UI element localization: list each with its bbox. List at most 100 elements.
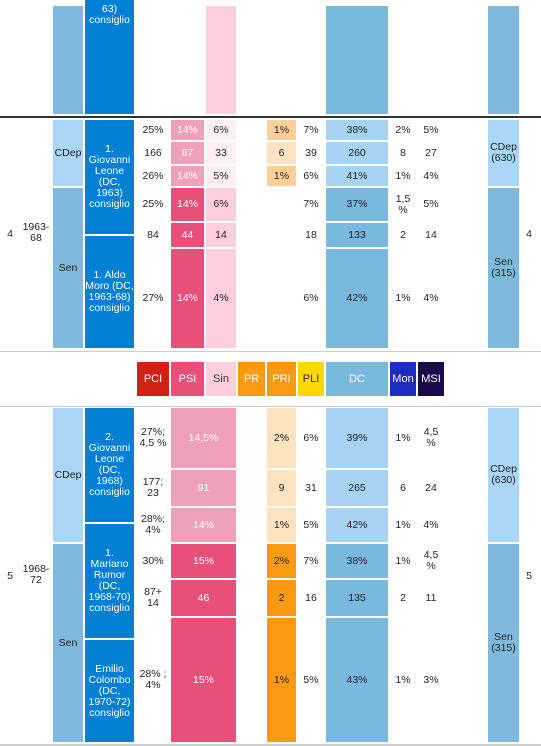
leg4-r2-mon: 1% xyxy=(395,169,411,182)
leg4-r3-sin: 6% xyxy=(206,188,236,221)
leg4-sen-label: Sen xyxy=(53,188,83,348)
leg4-r3-mon: 1,5 % xyxy=(395,192,411,216)
leg5-sen-right: Sen (315) xyxy=(488,544,519,742)
leg5-r0-psi: 14,5% xyxy=(171,408,236,468)
header-pri: PRI xyxy=(267,362,296,396)
leg5-r3-dc: 38% xyxy=(326,544,388,578)
leg4-r3-dc: 37% xyxy=(326,188,388,221)
leg4-r4-msi: 14 xyxy=(425,228,437,241)
leg4-r2-pci: 26% xyxy=(142,169,164,182)
leg5-gov-colombo: Emilio Colombo (DC, 1970-72) consiglio xyxy=(85,640,134,742)
leg5-sen-label: Sen xyxy=(53,544,83,742)
leg4-r3-pli: 7% xyxy=(303,198,319,210)
leg4-years: 1963-68 xyxy=(22,221,50,244)
leg4-r4-mon: 2 xyxy=(400,228,406,241)
header-dc: DC xyxy=(326,362,388,396)
leg4-r2-psi: 14% xyxy=(171,166,204,186)
leg5-r1-dc: 265 xyxy=(326,470,388,506)
leg4-r1-pli: 39 xyxy=(305,146,317,159)
leg4-r4-psi: 44 xyxy=(171,223,204,247)
leg5-r5-dc: 43% xyxy=(326,618,388,742)
leg4-r0-psi: 14% xyxy=(171,120,204,140)
leg4-gov-moro: 1. Aldo Moro (DC, 1963-68) consiglio xyxy=(85,236,134,348)
section-divider xyxy=(0,406,541,407)
leg4-r2-sin: 5% xyxy=(206,166,236,186)
leg5-r1-pci: 177; 23 xyxy=(142,476,164,499)
leg5-r3-msi: 4,5 % xyxy=(423,549,439,572)
leg4-r5-dc: 42% xyxy=(326,249,388,348)
leg5-years: 1968-72 xyxy=(22,563,50,586)
top-government-text: 63) consiglio xyxy=(89,3,130,26)
leg4-r1-sin: 33 xyxy=(206,142,236,164)
leg4-number-right: 4 xyxy=(526,227,532,240)
leg4-r1-psi: 87 xyxy=(171,142,204,164)
leg5-r2-msi: 4% xyxy=(423,518,439,531)
leg5-r4-msi: 11 xyxy=(425,591,437,604)
leg5-r0-pli: 6% xyxy=(303,431,319,444)
leg4-r1-dc: 260 xyxy=(326,142,388,164)
leg4-r3-pci: 25% xyxy=(142,198,164,210)
leg4-cdep-label: CDep xyxy=(53,120,83,186)
header-pli: PLI xyxy=(298,362,324,396)
leg5-r1-pri: 9 xyxy=(267,470,296,506)
leg4-r2-msi: 4% xyxy=(423,169,439,182)
leg5-r2-pri: 1% xyxy=(267,508,296,542)
leg4-r4-pci: 84 xyxy=(147,228,159,241)
leg4-sen-right: Sen (315) xyxy=(488,188,519,348)
leg4-r3-psi: 14% xyxy=(171,188,204,221)
top-government-cell: 63) consiglio xyxy=(85,0,134,114)
leg5-r5-pri: 1% xyxy=(267,618,296,742)
leg4-r5-sin: 4% xyxy=(206,249,236,348)
leg4-r0-mon: 2% xyxy=(395,123,411,136)
leg5-r1-psi: 91 xyxy=(171,470,236,506)
leg4-r4-sin: 14 xyxy=(206,223,236,247)
section-divider xyxy=(0,351,541,352)
leg5-r5-pli: 5% xyxy=(303,673,319,686)
leg4-r5-pli: 6% xyxy=(303,292,319,304)
top-cdep-bar xyxy=(53,6,83,114)
leg4-r0-dc: 38% xyxy=(326,120,388,140)
header-pr: PR xyxy=(238,362,265,396)
leg5-r4-pri: 2 xyxy=(267,580,296,616)
section-divider xyxy=(0,116,541,118)
leg4-cdep-right: CDep (630) xyxy=(488,120,519,186)
leg5-r2-mon: 1% xyxy=(395,518,411,531)
leg4-gov-leone: 1. Giovanni Leone (DC, 1963) consiglio xyxy=(85,120,134,234)
leg5-r4-pli: 16 xyxy=(305,591,317,604)
leg4-r5-mon: 1% xyxy=(395,292,411,304)
leg4-r1-msi: 27 xyxy=(425,146,437,159)
leg5-number: 5 xyxy=(7,569,13,582)
leg5-gov-rumor: 1. Mariano Rumor (DC, 1968-70) consiglio xyxy=(85,524,134,638)
leg5-r5-msi: 3% xyxy=(423,673,439,686)
leg4-r0-sin: 6% xyxy=(206,120,236,140)
leg5-r2-dc: 42% xyxy=(326,508,388,542)
top-right-bar xyxy=(488,6,519,114)
leg5-r3-psi: 15% xyxy=(171,544,236,578)
leg5-r5-psi: 15% xyxy=(171,618,236,742)
leg5-number-right: 5 xyxy=(526,569,532,582)
leg4-number: 4 xyxy=(7,227,13,240)
leg4-r2-pri: 1% xyxy=(267,166,296,186)
leg5-gov-leone: 2. Giovanni Leone (DC, 1968) consiglio xyxy=(85,408,134,522)
header-pci: PCI xyxy=(137,362,169,396)
leg5-r5-pci: 28% ; 4% xyxy=(139,668,167,691)
leg4-r1-pci: 166 xyxy=(144,146,162,159)
leg5-r0-dc: 39% xyxy=(326,408,388,468)
leg5-r1-pli: 31 xyxy=(305,481,317,494)
top-sin-bar xyxy=(206,6,236,114)
leg4-r0-pri: 1% xyxy=(267,120,296,140)
leg4-r0-msi: 5% xyxy=(423,123,439,136)
leg5-r3-mon: 1% xyxy=(395,554,411,567)
leg4-r1-pri: 6 xyxy=(267,142,296,164)
leg4-r0-pci: 25% xyxy=(142,123,164,136)
header-psi: PSI xyxy=(171,362,204,396)
leg5-r4-psi: 46 xyxy=(171,580,236,616)
section-divider xyxy=(0,744,541,746)
leg5-r0-pri: 2% xyxy=(267,408,296,468)
leg5-r0-msi: 4,5 % xyxy=(423,426,439,449)
leg5-r4-mon: 2 xyxy=(400,591,406,604)
header-sin: Sin xyxy=(206,362,236,396)
leg5-r3-pri: 2% xyxy=(267,544,296,578)
leg5-r1-mon: 6 xyxy=(400,481,406,494)
leg5-r3-pli: 7% xyxy=(303,554,319,567)
